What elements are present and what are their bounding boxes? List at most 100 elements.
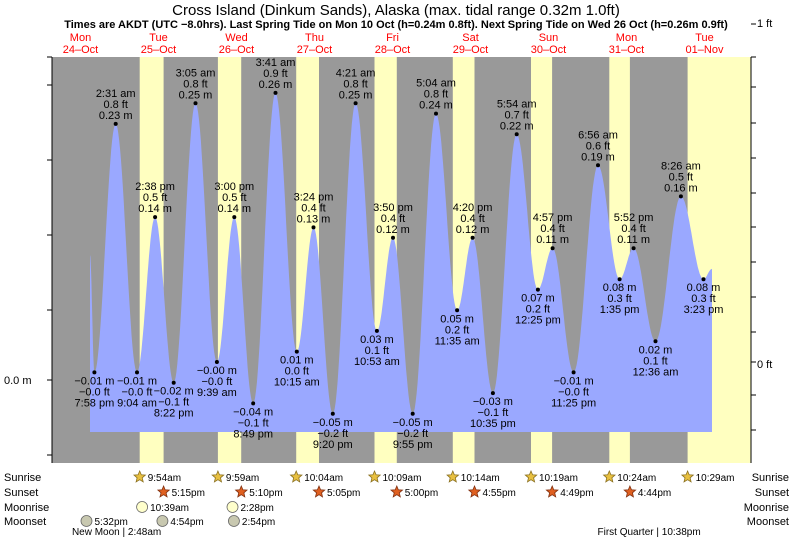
- day-weekday-label: Tue: [149, 32, 168, 44]
- day-weekday-label: Tue: [695, 32, 714, 44]
- tide-ft-label: 0.4 ft: [540, 223, 564, 235]
- moonset-time: 2:54pm: [242, 517, 275, 528]
- tide-ft-label: 0.8 ft: [183, 78, 207, 90]
- day-weekday-label: Thu: [305, 32, 324, 44]
- sun-star-icon: [602, 469, 616, 483]
- sun-star-icon: [623, 484, 637, 498]
- day-weekday-label: Mon: [616, 32, 637, 44]
- tide-ft-label: −0.1 ft: [477, 407, 508, 419]
- tide-time-label: 5:04 am: [416, 78, 456, 90]
- sunrise-time: 10:09am: [383, 473, 422, 484]
- sunset-time: 4:49pm: [560, 488, 593, 499]
- tide-m-label: −0.02 m: [154, 386, 194, 398]
- tide-time-label: 9:55 pm: [393, 439, 433, 451]
- sunset-time: 5:15pm: [172, 488, 205, 499]
- sunrise-time: 10:29am: [696, 473, 735, 484]
- sun-star-icon: [446, 469, 460, 483]
- tide-ft-label: −0.0 ft: [201, 376, 232, 388]
- day-weekday-label: Mon: [70, 32, 91, 44]
- left-axis-zero-label: 0.0 m: [4, 375, 32, 387]
- sun-star-icon: [367, 469, 382, 483]
- sunset-time: 5:10pm: [249, 488, 282, 499]
- tide-time-label: 10:15 am: [274, 377, 320, 389]
- tide-point: [232, 215, 237, 220]
- tide-time-label: 9:20 pm: [313, 439, 353, 451]
- tide-m-label: −0.01 m: [554, 375, 594, 387]
- tide-point: [455, 308, 460, 313]
- tide-time-label: 9:04 am: [117, 397, 157, 409]
- tide-m-label: −0.03 m: [473, 396, 513, 408]
- tide-time-label: 8:49 pm: [233, 428, 273, 440]
- tide-time-label: 4:21 am: [336, 67, 376, 79]
- tide-point: [470, 235, 475, 240]
- tide-point: [311, 225, 316, 230]
- tide-point: [92, 370, 97, 375]
- tide-time-label: 6:56 am: [578, 129, 618, 141]
- day-weekday-label: Fri: [386, 32, 399, 44]
- tide-ft-label: 0.4 ft: [301, 202, 325, 214]
- day-date-label: 30–Oct: [531, 44, 566, 56]
- tide-ft-label: 0.4 ft: [621, 223, 645, 235]
- tide-ft-label: −0.2 ft: [397, 428, 428, 440]
- tide-time-label: 3:23 pm: [684, 304, 724, 316]
- moon-disc-icon: [156, 515, 169, 527]
- tide-time-label: 7:58 pm: [75, 397, 115, 409]
- tide-point: [617, 277, 622, 282]
- tide-m-label: 0.02 m: [639, 344, 673, 356]
- tide-ft-label: 0.5 ft: [143, 192, 167, 204]
- tide-point: [135, 370, 139, 375]
- moon-disc-icon: [136, 501, 149, 513]
- tide-ft-label: 0.6 ft: [586, 140, 610, 152]
- tide-time-label: 8:22 pm: [154, 408, 194, 420]
- tide-ft-label: 0.3 ft: [607, 293, 631, 305]
- sun-star-icon: [680, 469, 695, 483]
- moon-disc-icon: [80, 515, 93, 527]
- tide-time-label: 8:26 am: [661, 160, 701, 172]
- tide-point: [273, 90, 278, 95]
- tide-m-label: 0.01 m: [280, 355, 314, 367]
- tide-time-label: 3:05 am: [176, 67, 216, 79]
- astro-row-label-right: Sunrise: [752, 472, 789, 484]
- moon-phase-label: First Quarter | 10:38pm: [597, 527, 700, 538]
- astro-row-label-right: Moonset: [747, 516, 789, 528]
- tide-ft-label: 0.5 ft: [669, 171, 693, 183]
- tide-point: [571, 370, 576, 375]
- sun-star-icon: [312, 484, 326, 498]
- tide-point: [193, 101, 198, 106]
- astro-row-label-left: Moonrise: [4, 502, 49, 514]
- tide-point: [678, 194, 683, 199]
- tide-time-label: 11:35 am: [435, 335, 480, 347]
- tide-ft-label: 0.5 ft: [222, 192, 246, 204]
- day-date-label: 01–Nov: [686, 44, 724, 56]
- tide-point: [214, 360, 219, 364]
- tide-ft-label: 0.2 ft: [445, 324, 469, 336]
- sunset-time: 5:00pm: [405, 488, 438, 499]
- sun-star-icon: [133, 469, 147, 483]
- tide-time-label: 4:20 pm: [453, 202, 493, 214]
- tide-time-label: 3:24 pm: [294, 191, 334, 203]
- tide-m-label: 0.08 m: [687, 282, 721, 294]
- tide-ft-label: −0.0 ft: [122, 386, 153, 398]
- sun-star-icon: [545, 484, 559, 498]
- day-weekday-label: Wed: [225, 32, 247, 44]
- tide-time-label: 10:53 am: [354, 356, 400, 368]
- day-date-label: 25–Oct: [141, 44, 176, 56]
- tide-time-label: 3:41 am: [256, 57, 296, 69]
- tide-ft-label: −0.2 ft: [317, 428, 348, 440]
- tide-m-label: 0.12 m: [456, 224, 490, 236]
- moonset-time: 4:54pm: [170, 517, 203, 528]
- tide-m-label: 0.14 m: [217, 203, 251, 215]
- tide-m-label: 0.19 m: [581, 151, 615, 163]
- tide-point: [550, 246, 555, 251]
- tide-point: [171, 380, 176, 385]
- chart-title: Cross Island (Dinkum Sands), Alaska (max…: [172, 2, 620, 19]
- tide-point: [434, 111, 438, 116]
- day-weekday-label: Sun: [539, 32, 559, 44]
- tide-time-label: 12:25 pm: [515, 315, 561, 327]
- tide-m-label: −0.04 m: [233, 406, 273, 418]
- moonset-time: 5:32pm: [95, 517, 128, 528]
- moon-phase-label: New Moon | 2:48am: [72, 527, 161, 538]
- tide-m-label: 0.12 m: [376, 224, 410, 236]
- tide-point: [294, 349, 299, 354]
